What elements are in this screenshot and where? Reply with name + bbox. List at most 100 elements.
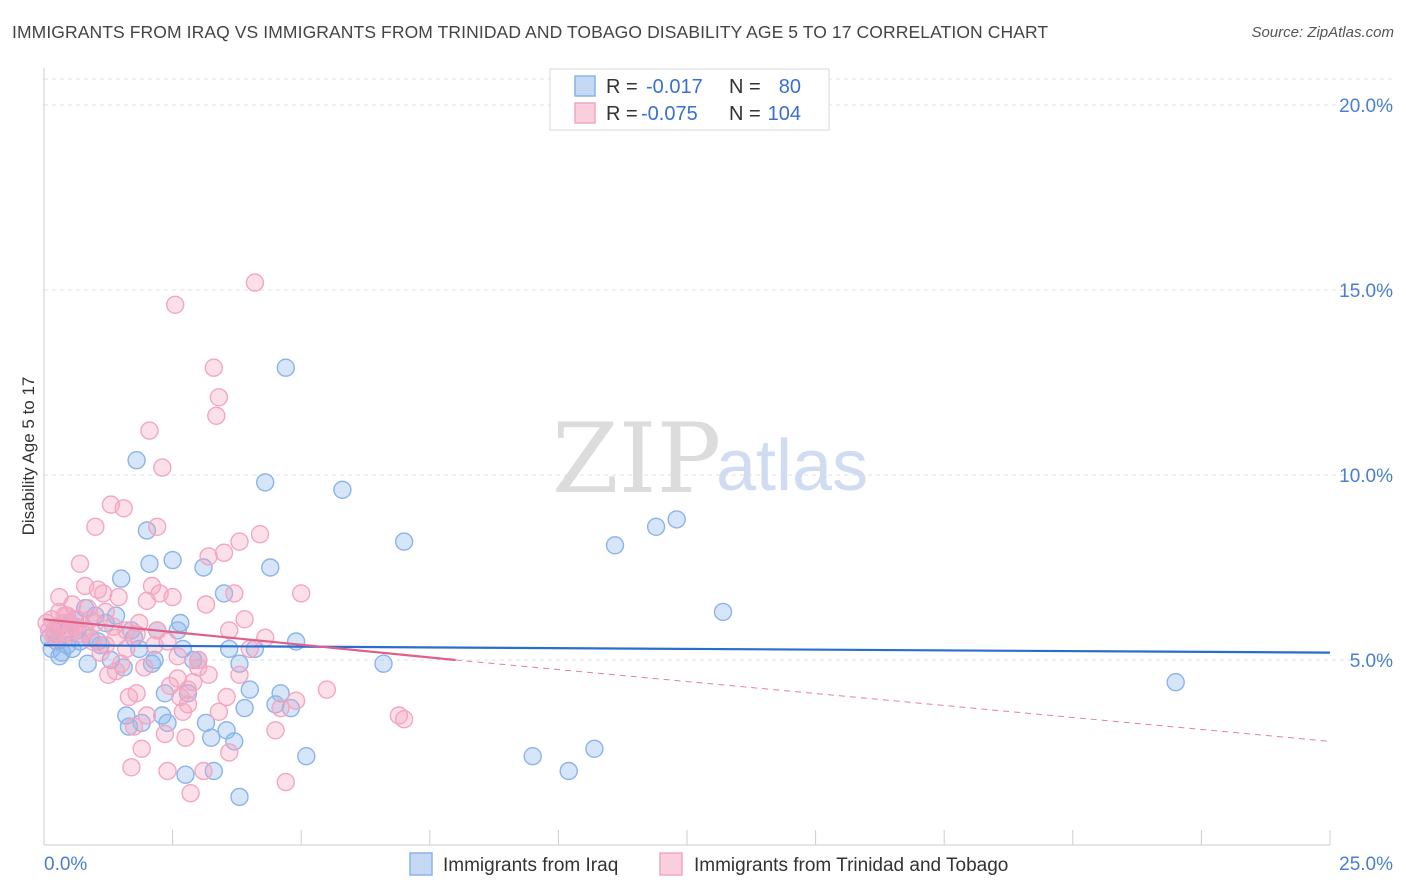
trinidad-point-64	[209, 388, 229, 407]
trinidad-point-60	[196, 595, 216, 614]
trinidad-point-19	[86, 517, 105, 536]
iraq-point-32	[140, 554, 159, 573]
legend: R = -0.017 N = 80 R = -0.075 N = 104	[549, 68, 830, 131]
iraq-point-71	[559, 761, 578, 781]
y-tick-labels: 5.0% 10.0% 15.0% 20.0%	[1339, 96, 1393, 672]
y-tick-label-1: 10.0%	[1339, 466, 1393, 487]
iraq-point-73	[605, 536, 625, 555]
trinidad-point-51	[168, 647, 187, 666]
trinidad-point-83	[45, 628, 64, 647]
trinidad-point-84	[50, 587, 69, 607]
bottom-legend-swatch-trinidad	[659, 852, 683, 876]
y-tick-label-3: 20.0%	[1339, 96, 1393, 117]
watermark-zip: ZIP	[552, 403, 721, 515]
trendline-trinidad-dashed	[455, 659, 1331, 742]
y-tick-label-2: 15.0%	[1339, 281, 1393, 302]
trinidad-point-67	[219, 621, 239, 640]
legend-n-value-trinidad: 104	[768, 103, 801, 125]
trinidad-point-52	[171, 687, 190, 707]
iraq-point-77	[1166, 673, 1185, 692]
x-tick-label-max: 25.0%	[1339, 854, 1393, 875]
iraq-point-57	[240, 680, 260, 699]
trinidad-point-45	[153, 458, 172, 477]
trendline-iraq	[43, 644, 1331, 654]
trinidad-point-68	[225, 584, 244, 603]
chart-title: IMMIGRANTS FROM IRAQ VS IMMIGRANTS FROM …	[12, 22, 1049, 42]
y-tick-label-0: 5.0%	[1350, 651, 1393, 672]
trinidad-point-80	[317, 680, 337, 699]
trinidad-point-79	[292, 584, 311, 603]
trinidad-point-39	[137, 706, 157, 725]
trinidad-point-43	[147, 517, 167, 536]
iraq-point-43	[176, 765, 195, 784]
trinidad-point-33	[122, 758, 141, 777]
trinidad-point-62	[204, 358, 224, 377]
iraq-point-41	[171, 613, 190, 633]
legend-r-label-iraq: R =	[606, 76, 638, 98]
trinidad-point-71	[240, 639, 260, 659]
trinidad-point-13	[70, 554, 90, 573]
trinidad-point-22	[93, 584, 113, 603]
iraq-point-49	[201, 728, 221, 747]
legend-n-label-iraq: N =	[729, 76, 761, 98]
bottom-legend: Immigrants from Iraq Immigrants from Tri…	[409, 852, 1008, 876]
trinidad-point-90	[106, 661, 126, 681]
trinidad-point-92	[127, 684, 146, 703]
trinidad-point-63	[207, 406, 226, 425]
trinidad-point-30	[114, 499, 133, 518]
trinidad-point-78	[286, 691, 306, 710]
watermark: ZIP atlas	[552, 403, 868, 515]
trinidad-point-73	[250, 525, 270, 544]
trinidad-point-96	[168, 669, 187, 688]
legend-n-value-iraq: 80	[779, 76, 801, 98]
x-tick-label-min: 0.0%	[44, 854, 87, 875]
trinidad-point-37	[132, 739, 151, 758]
iraq-point-66	[297, 747, 316, 766]
trinidad-point-82	[394, 710, 414, 729]
trinidad-point-77	[276, 772, 295, 792]
trinidad-point-70	[235, 610, 254, 629]
trinidad-point-46	[155, 724, 175, 744]
trinidad-point-56	[181, 784, 200, 803]
iraq-point-34	[145, 650, 164, 670]
trendline-trinidad-solid	[43, 618, 456, 662]
iraq-point-69	[374, 654, 393, 673]
iraq-point-31	[137, 521, 157, 540]
y-axis-label: Disability Age 5 to 17	[19, 377, 38, 536]
x-ticks	[43, 830, 1331, 845]
legend-r-label-trinidad: R =	[606, 103, 638, 125]
iraq-point-14	[78, 654, 97, 673]
iraq-point-60	[261, 558, 280, 577]
iraq-point-28	[127, 451, 146, 470]
iraq-point-51	[214, 584, 234, 603]
trinidad-point-54	[176, 728, 195, 747]
trinidad-point-38	[135, 658, 154, 677]
trinidad-point-103	[60, 624, 79, 644]
trinidad-point-100	[209, 702, 229, 721]
trinidad-point-58	[189, 650, 208, 670]
source-label: Source: ZipAtlas.com	[1251, 24, 1394, 41]
iraq-point-67	[333, 480, 352, 499]
iraq-point-72	[585, 739, 604, 758]
trinidad-point-98	[189, 658, 208, 677]
iraq-point-68	[394, 532, 414, 551]
trinidad-point-97	[178, 695, 198, 714]
iraq-point-21	[106, 606, 126, 625]
iraq-point-50	[204, 761, 224, 781]
legend-r-value-iraq: -0.017	[646, 76, 703, 98]
legend-n-label-trinidad: N =	[729, 103, 761, 125]
trinidad-point-76	[271, 698, 290, 718]
trinidad-point-72	[245, 273, 265, 292]
iraq-point-39	[163, 550, 182, 570]
iraq-point-47	[194, 558, 213, 577]
iraq-point-76	[713, 602, 733, 622]
bottom-legend-label-trinidad: Immigrants from Trinidad and Tobago	[694, 855, 1008, 876]
trendlines	[43, 618, 1331, 742]
trinidad-point-28	[109, 587, 128, 607]
trinidad-point-69	[230, 532, 249, 551]
iraq-point-62	[271, 684, 290, 703]
trinidad-point-91	[117, 621, 136, 640]
trinidad-point-16	[78, 599, 97, 618]
iraq-point-78	[230, 787, 249, 807]
